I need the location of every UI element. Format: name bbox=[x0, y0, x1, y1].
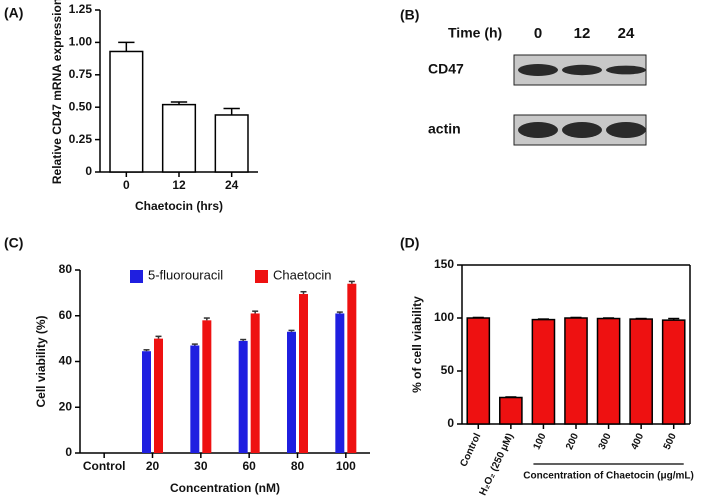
bar bbox=[214, 114, 249, 173]
x-tick-label: 300 bbox=[597, 431, 614, 451]
panel-label: (B) bbox=[400, 7, 419, 23]
x-tick-label: 60 bbox=[242, 459, 256, 473]
x-tick-label: 80 bbox=[291, 459, 305, 473]
bar bbox=[161, 103, 197, 173]
x-axis-label: Concentration of Chaetocin (μg/mL) bbox=[523, 471, 694, 482]
bar bbox=[531, 318, 556, 425]
lane-label: 24 bbox=[618, 25, 635, 42]
blot-band bbox=[518, 122, 558, 138]
x-axis-label: Concentration (nM) bbox=[170, 481, 280, 495]
bar bbox=[299, 294, 308, 453]
bar bbox=[629, 318, 653, 425]
y-tick-label: 1.00 bbox=[69, 35, 93, 49]
y-tick-label: 1.25 bbox=[69, 2, 93, 16]
blot-band bbox=[606, 65, 646, 75]
bar bbox=[287, 331, 296, 453]
y-axis-label: Relative CD47 mRNA expression bbox=[50, 0, 64, 184]
bar bbox=[335, 313, 345, 453]
y-tick-label: 0.50 bbox=[69, 99, 93, 113]
y-tick-label: 100 bbox=[434, 310, 454, 324]
x-tick-label: 24 bbox=[225, 178, 239, 192]
x-tick-label: H₂O₂ (250 μM) bbox=[478, 432, 516, 498]
x-tick-label: 20 bbox=[146, 459, 160, 473]
bar bbox=[564, 317, 588, 425]
bar bbox=[250, 313, 260, 453]
x-tick-label: 500 bbox=[662, 431, 679, 451]
x-tick-label: 400 bbox=[629, 431, 646, 451]
bar bbox=[238, 340, 248, 453]
x-tick-label: 100 bbox=[336, 459, 356, 473]
x-tick-label: 0 bbox=[123, 178, 130, 192]
y-axis-label: Cell viability (%) bbox=[34, 315, 48, 407]
y-tick-label: 0 bbox=[447, 416, 454, 430]
bar bbox=[190, 345, 200, 453]
x-axis-label: Time (h) bbox=[448, 25, 502, 41]
y-tick-label: 80 bbox=[59, 262, 73, 276]
row-label: actin bbox=[428, 121, 461, 137]
bar bbox=[466, 317, 491, 425]
blot-band bbox=[606, 122, 646, 138]
blot-band bbox=[562, 64, 602, 76]
y-tick-label: 0.75 bbox=[69, 67, 93, 81]
y-tick-label: 60 bbox=[59, 308, 73, 322]
x-tick-label: 12 bbox=[172, 178, 186, 192]
blot-band bbox=[562, 122, 602, 138]
bar bbox=[154, 338, 163, 453]
y-tick-label: 0 bbox=[65, 445, 72, 459]
bar bbox=[499, 396, 523, 425]
bar bbox=[109, 50, 144, 173]
x-tick-label: Control bbox=[458, 432, 483, 469]
bar bbox=[142, 351, 151, 453]
legend-label: Chaetocin bbox=[273, 267, 332, 282]
x-tick-label: 200 bbox=[564, 431, 581, 451]
y-tick-label: 0 bbox=[85, 164, 92, 178]
x-tick-label: 100 bbox=[532, 431, 549, 451]
legend-label: 5-fluorouracil bbox=[148, 267, 223, 282]
y-tick-label: 0.25 bbox=[69, 132, 93, 146]
y-tick-label: 150 bbox=[434, 257, 454, 271]
bar bbox=[202, 320, 212, 453]
legend-swatch bbox=[255, 270, 268, 283]
row-label: CD47 bbox=[428, 61, 464, 77]
panel-label: (D) bbox=[400, 235, 419, 251]
bar bbox=[347, 283, 357, 453]
y-tick-label: 40 bbox=[59, 354, 73, 368]
lane-label: 0 bbox=[534, 25, 542, 42]
x-tick-label: Control bbox=[83, 459, 126, 473]
y-tick-label: 50 bbox=[441, 363, 455, 377]
panel-label: (C) bbox=[4, 235, 23, 251]
bar bbox=[661, 319, 686, 425]
lane-label: 12 bbox=[574, 25, 591, 42]
x-tick-label: 30 bbox=[194, 459, 208, 473]
panel-label: (A) bbox=[4, 5, 23, 21]
x-axis-label: Chaetocin (hrs) bbox=[135, 199, 223, 213]
bar bbox=[596, 317, 621, 425]
legend-swatch bbox=[130, 270, 143, 283]
blot-band bbox=[518, 64, 558, 76]
y-tick-label: 20 bbox=[59, 399, 73, 413]
y-axis-label: % of cell viability bbox=[410, 296, 424, 393]
